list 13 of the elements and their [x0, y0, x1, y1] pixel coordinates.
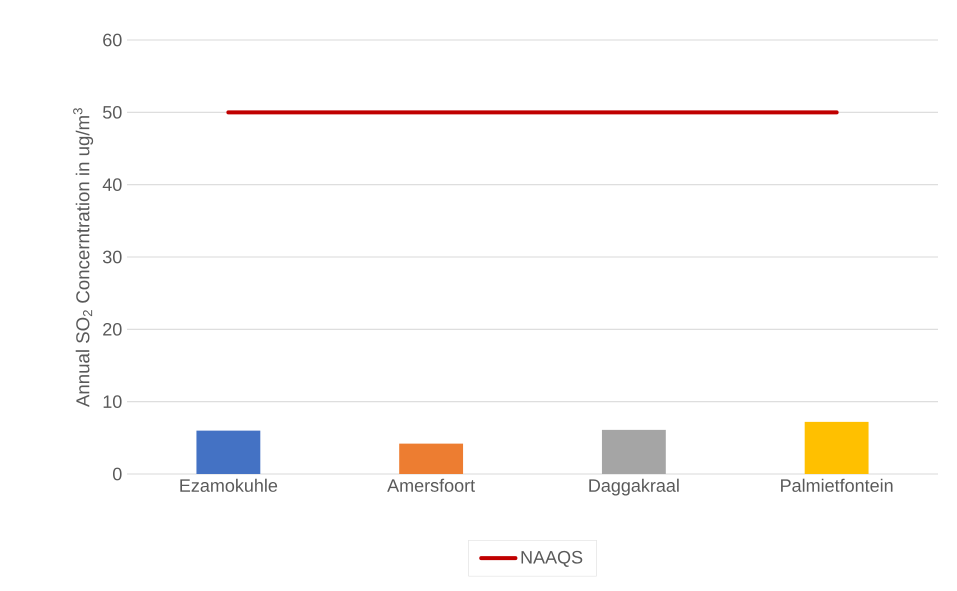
y-tick-label: 10 — [104, 395, 122, 408]
y-tick-label: 30 — [102, 250, 122, 264]
x-tick-label: Palmietfontein — [781, 478, 892, 492]
y-tick-label: 40 — [102, 178, 122, 192]
x-tick-label: Daggakraal — [589, 478, 679, 496]
y-tick-label: 20 — [103, 322, 122, 336]
y-tick-label: 60 — [103, 34, 122, 46]
y-axis-title: Annual SO$_{2}$ Concerntration in ug/m$^{3}$ — [73, 108, 94, 408]
y-tick-label: 0 — [112, 468, 122, 480]
x-tick-label: Ezamokuhle — [180, 478, 278, 492]
x-tick-label: Amersfoort — [387, 478, 476, 492]
y-tick-label: 50 — [102, 106, 122, 119]
legend-label: NAAQS — [522, 550, 582, 567]
